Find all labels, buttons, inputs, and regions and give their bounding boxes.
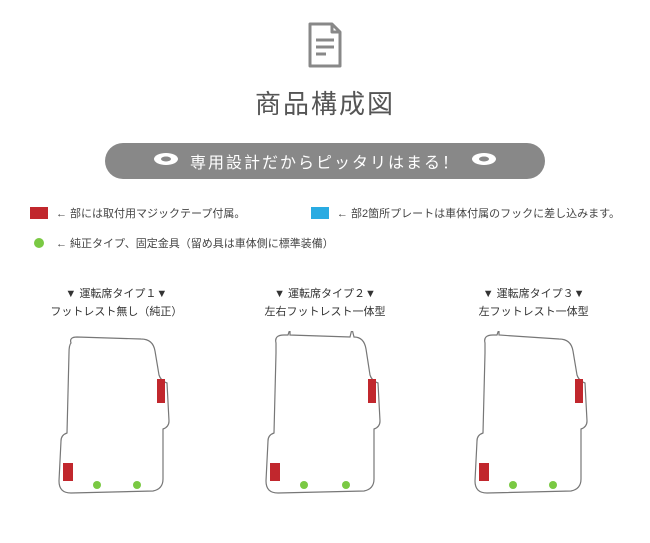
legend-blue-text: ← 部2箇所プレートは車体付属のフックに差し込みます。 [337,205,620,221]
type-1-title: ▼ 運転席タイプ１▼ [16,285,216,301]
swatch-blue [311,207,329,219]
types-row: ▼ 運転席タイプ１▼ フットレスト無し（純正） ▼ 運転席タイプ２▼ 左右フット… [0,285,650,501]
type-2-title: ▼ 運転席タイプ２▼ [225,285,425,301]
mat-3 [434,331,634,501]
banner-text: 専用設計だからピッタリはまる！ [190,149,460,173]
type-1-sub: フットレスト無し（純正） [16,303,216,319]
type-3-sub: 左フットレスト一体型 [434,303,634,319]
legend-blue: ← 部2箇所プレートは車体付属のフックに差し込みます。 [311,205,620,221]
legend: ← 部には取付用マジックテープ付属。 ← 部2箇所プレートは車体付属のフックに差… [30,205,620,251]
legend-red-text: ← 部には取付用マジックテープ付属。 [56,205,245,221]
type-1: ▼ 運転席タイプ１▼ フットレスト無し（純正） [16,285,216,501]
legend-green-text: ← 純正タイプ、固定金具（留め具は車体側に標準装備） [56,235,334,251]
type-3: ▼ 運転席タイプ３▼ 左フットレスト一体型 [434,285,634,501]
legend-red: ← 部には取付用マジックテープ付属。 [30,205,245,221]
swatch-red [30,207,48,219]
page-title: 商品構成図 [0,84,650,121]
type-2-sub: 左右フットレスト一体型 [225,303,425,319]
legend-green: ← 純正タイプ、固定金具（留め具は車体側に標準装備） [30,235,334,251]
tape-icon-left [152,150,180,173]
swatch-green [34,238,44,248]
tape-icon-right [470,150,498,173]
type-3-title: ▼ 運転席タイプ３▼ [434,285,634,301]
mat-1 [16,331,216,501]
mat-2 [225,331,425,501]
banner: 専用設計だからピッタリはまる！ [105,143,545,179]
header-icon [0,0,650,72]
type-2: ▼ 運転席タイプ２▼ 左右フットレスト一体型 [225,285,425,501]
